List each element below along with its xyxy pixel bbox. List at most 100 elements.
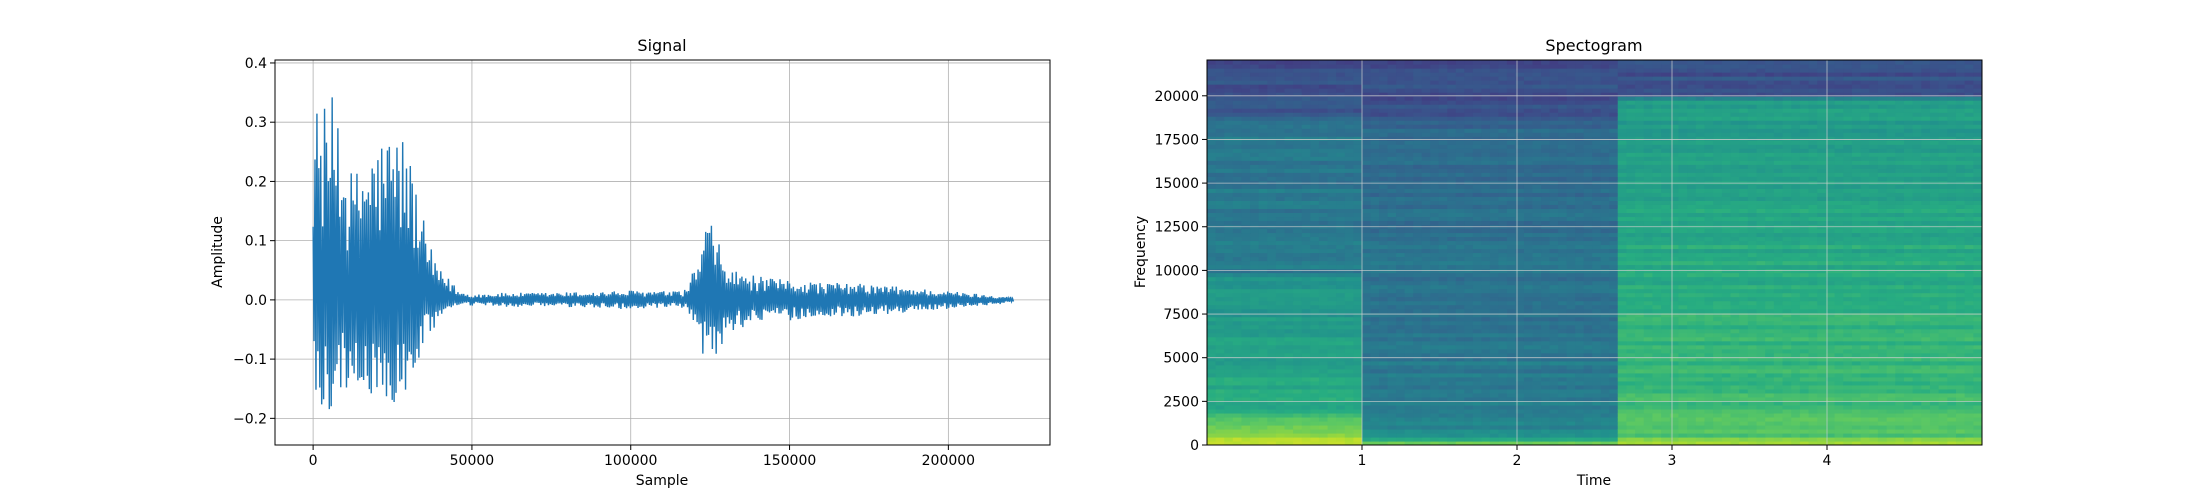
spectrogram-cell xyxy=(1396,340,1406,346)
spectrogram-cell xyxy=(1241,372,1251,378)
spectrogram-cell xyxy=(1327,180,1337,185)
spectrogram-cell xyxy=(1370,132,1380,137)
spectrogram-cell xyxy=(1413,352,1423,358)
spectrogram-cell xyxy=(1404,132,1414,137)
spectrogram-cell xyxy=(1558,396,1568,402)
spectrogram-cell xyxy=(1224,416,1234,422)
spectrogram-cell xyxy=(1609,300,1619,306)
spectrogram-cell xyxy=(1275,440,1286,445)
spectrogram-cell xyxy=(1558,300,1568,306)
spectrogram-cell xyxy=(1498,196,1508,201)
spectrogram-cell xyxy=(1275,160,1286,165)
spectrogram-cell xyxy=(1481,116,1491,121)
spectrogram-cell xyxy=(1336,312,1346,318)
spectrogram-cell xyxy=(1515,360,1525,366)
spectrogram-cell xyxy=(1472,364,1482,370)
spectrogram-cell xyxy=(1353,76,1363,81)
spectrogram-cell xyxy=(1687,432,1697,438)
spectrogram-cell xyxy=(1362,100,1372,105)
spectrogram-cell xyxy=(1481,208,1491,213)
spectrogram-cell xyxy=(1506,296,1517,302)
spectrogram-cell xyxy=(1421,72,1431,77)
spectrogram-cell xyxy=(1489,124,1500,129)
spectrogram-cell xyxy=(1258,312,1268,318)
spectrogram-cell xyxy=(1541,324,1551,330)
spectrogram-cell xyxy=(1258,100,1268,105)
spectrogram-cell xyxy=(1566,344,1576,350)
spectrogram-cell xyxy=(1583,260,1593,266)
spectrogram-cell xyxy=(1336,244,1346,250)
spectrogram-cell xyxy=(1592,368,1602,374)
spectrogram-cell xyxy=(1336,172,1346,177)
spectrogram-cell xyxy=(1310,300,1320,306)
spectrogram-cell xyxy=(1232,356,1243,362)
spectrogram-cell xyxy=(1430,192,1440,197)
spectrogram-cell xyxy=(1583,288,1593,294)
spectrogram-cell xyxy=(1455,68,1465,73)
spectrogram-cell xyxy=(1669,436,1680,442)
spectrogram-cell xyxy=(1379,200,1389,205)
spectrogram-cell xyxy=(1215,356,1225,362)
spectrogram-cell xyxy=(1421,80,1431,85)
spectrogram-cell xyxy=(1353,268,1363,274)
spectrogram-cell xyxy=(1224,60,1234,65)
spectrogram-cell xyxy=(1353,120,1363,125)
spectrogram-cell xyxy=(1549,80,1559,85)
spectrogram-cell xyxy=(1250,76,1260,81)
signal-y-tick-label: 0.4 xyxy=(245,56,267,72)
spectrogram-cell xyxy=(1327,208,1337,213)
spectrogram-cell xyxy=(1413,204,1423,209)
spectrogram-cell xyxy=(1472,192,1482,197)
spectrogram-cell xyxy=(1481,64,1491,69)
spectrogram-cell xyxy=(1293,136,1303,141)
spectrogram-cell xyxy=(1600,140,1610,145)
spectrogram-cell xyxy=(1318,152,1329,157)
spectrogram-cell xyxy=(1336,380,1346,386)
spectrogram-cell xyxy=(1413,264,1423,270)
spectrogram-cell xyxy=(1344,220,1354,226)
spectrogram-cell xyxy=(1447,92,1457,97)
spectrogram-cell xyxy=(1472,144,1482,149)
spectrogram-cell xyxy=(1541,148,1551,153)
spectrogram-cell xyxy=(1549,348,1559,354)
spectrogram-cell xyxy=(1464,356,1474,362)
spectrogram-cell xyxy=(1379,104,1389,109)
spectrogram-cell xyxy=(1344,200,1354,205)
spectrogram-cell xyxy=(1224,436,1234,442)
spectrogram-cell xyxy=(1489,432,1500,438)
spectrogram-cell xyxy=(1430,440,1440,445)
spectrogram-cell xyxy=(1566,284,1576,290)
spectrogram-cell xyxy=(1566,188,1576,193)
spectrogram-cell xyxy=(1455,80,1465,85)
spectrogram-cell xyxy=(1541,344,1551,350)
spectrogram-cell xyxy=(1353,176,1363,181)
spectrogram-cell xyxy=(1293,76,1303,81)
spectrogram-cell xyxy=(1336,324,1346,330)
spectrogram-cell xyxy=(1773,424,1784,430)
spectrogram-cell xyxy=(1438,396,1448,402)
spectrogram-cell xyxy=(1207,316,1217,322)
spectrogram-cell xyxy=(1387,432,1397,438)
spectrogram-cell xyxy=(1506,76,1517,81)
spectrogram-cell xyxy=(1310,324,1320,330)
spectrogram-cell xyxy=(1558,436,1568,442)
spectrogram-cell xyxy=(1506,268,1517,274)
spectrogram-cell xyxy=(1275,336,1286,342)
spectrogram-cell xyxy=(1250,264,1260,270)
spectrogram-cell xyxy=(1301,116,1311,121)
spectrogram-cell xyxy=(1558,72,1568,77)
spectrogram-cell xyxy=(1293,408,1303,414)
spectrogram-cell xyxy=(1310,404,1320,410)
spectrogram-cell xyxy=(1506,160,1517,165)
spectrogram-cell xyxy=(1447,76,1457,81)
spectrogram-cell xyxy=(1275,296,1286,302)
spectrogram-cell xyxy=(1592,88,1602,93)
spectrogram-cell xyxy=(1532,300,1542,306)
spectrogram-cell xyxy=(1362,252,1372,258)
spectrogram-cell xyxy=(1258,112,1268,117)
spectrogram-cell xyxy=(1489,276,1500,282)
spectrogram-cell xyxy=(1327,328,1337,334)
spectrogram-cell xyxy=(1241,300,1251,306)
spectrogram-cell xyxy=(1515,408,1525,414)
spectrogram-cell xyxy=(1455,328,1465,334)
